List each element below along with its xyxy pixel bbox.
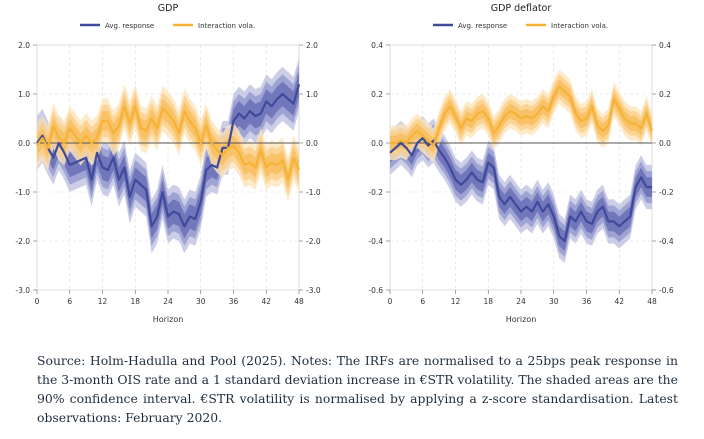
x-tick-label: 6: [420, 297, 425, 306]
x-tick-label: 36: [229, 297, 239, 306]
confidence-band-interaction_vola: [390, 79, 652, 153]
x-tick-label: 30: [549, 297, 559, 306]
legend-label-2: Interaction vola.: [551, 22, 608, 30]
y-tick-label-right: -0.4: [659, 237, 674, 246]
x-tick-label: 48: [647, 297, 657, 306]
charts-area: GDP Avg. response Interaction vola. 2.0 2.0 1…: [15, 3, 674, 324]
confidence-band-interaction_vola: [37, 96, 299, 190]
y-tick-label-left: -1.0: [15, 188, 30, 197]
x-tick-label: 48: [294, 297, 304, 306]
y-tick-label-right: -3.0: [306, 286, 321, 295]
y-tick-label-right: 0.2: [659, 90, 671, 99]
y-tick-label-left: 0.4: [371, 41, 383, 50]
y-tick-label-left: 0.0: [371, 139, 383, 148]
y-tick-label-right: 0.0: [659, 139, 671, 148]
source-note: Source: Holm-Hadulla and Pool (2025). No…: [37, 353, 678, 425]
y-tick-label-left: -3.0: [15, 286, 30, 295]
x-tick-label: 18: [130, 297, 140, 306]
x-tick-label: 12: [451, 297, 461, 306]
y-tick-label-right: 2.0: [306, 41, 318, 50]
y-tick-label-left: -0.4: [368, 237, 383, 246]
y-tick-label-right: -2.0: [306, 237, 321, 246]
y-tick-label-right: -0.6: [659, 286, 674, 295]
x-tick-label: 6: [67, 297, 72, 306]
y-tick-label-right: 0.0: [306, 139, 318, 148]
chart-panel-2: GDP deflator Avg. response Interaction vol…: [368, 3, 674, 324]
x-tick-label: 0: [388, 297, 393, 306]
x-tick-label: 12: [98, 297, 108, 306]
confidence-band-avg_response: [37, 71, 299, 239]
x-tick-label: 42: [614, 297, 624, 306]
y-tick-label-left: 0.0: [18, 139, 30, 148]
x-tick-label: 24: [516, 297, 526, 306]
y-tick-label-right: -1.0: [306, 188, 321, 197]
legend-label-1: Avg. response: [458, 22, 507, 30]
y-tick-label-right: -0.2: [659, 188, 674, 197]
chart-title: GDP deflator: [491, 3, 552, 14]
series-line-interaction-vola: [390, 85, 654, 147]
x-tick-label: 36: [582, 297, 592, 306]
y-tick-label-left: 1.0: [18, 90, 30, 99]
series-line-avg-response: [389, 137, 652, 243]
series-line-avg-response: [36, 83, 301, 228]
x-tick-label: 30: [196, 297, 206, 306]
x-tick-label: 0: [35, 297, 40, 306]
x-tick-label: 42: [261, 297, 271, 306]
y-tick-label-left: 2.0: [18, 41, 30, 50]
y-tick-label-right: 1.0: [306, 90, 318, 99]
x-axis-label: Horizon: [506, 315, 537, 324]
y-tick-label-left: 0.2: [371, 90, 383, 99]
chart-legend: Avg. response Interaction vola.: [433, 22, 608, 30]
legend-label-1: Avg. response: [105, 22, 154, 30]
x-tick-label: 18: [483, 297, 493, 306]
y-tick-label-left: -0.6: [368, 286, 383, 295]
series-line-interaction-vola: [36, 105, 301, 181]
y-tick-label-left: -2.0: [15, 237, 30, 246]
chart-title: GDP: [158, 3, 179, 14]
chart-legend: Avg. response Interaction vola.: [80, 22, 255, 30]
x-tick-label: 24: [163, 297, 173, 306]
chart-panel-1: GDP Avg. response Interaction vola. 2.0 2.0 1…: [15, 3, 321, 324]
legend-label-2: Interaction vola.: [198, 22, 255, 30]
x-axis-label: Horizon: [153, 315, 184, 324]
y-tick-label-left: -0.2: [368, 188, 383, 197]
y-tick-label-right: 0.4: [659, 41, 671, 50]
